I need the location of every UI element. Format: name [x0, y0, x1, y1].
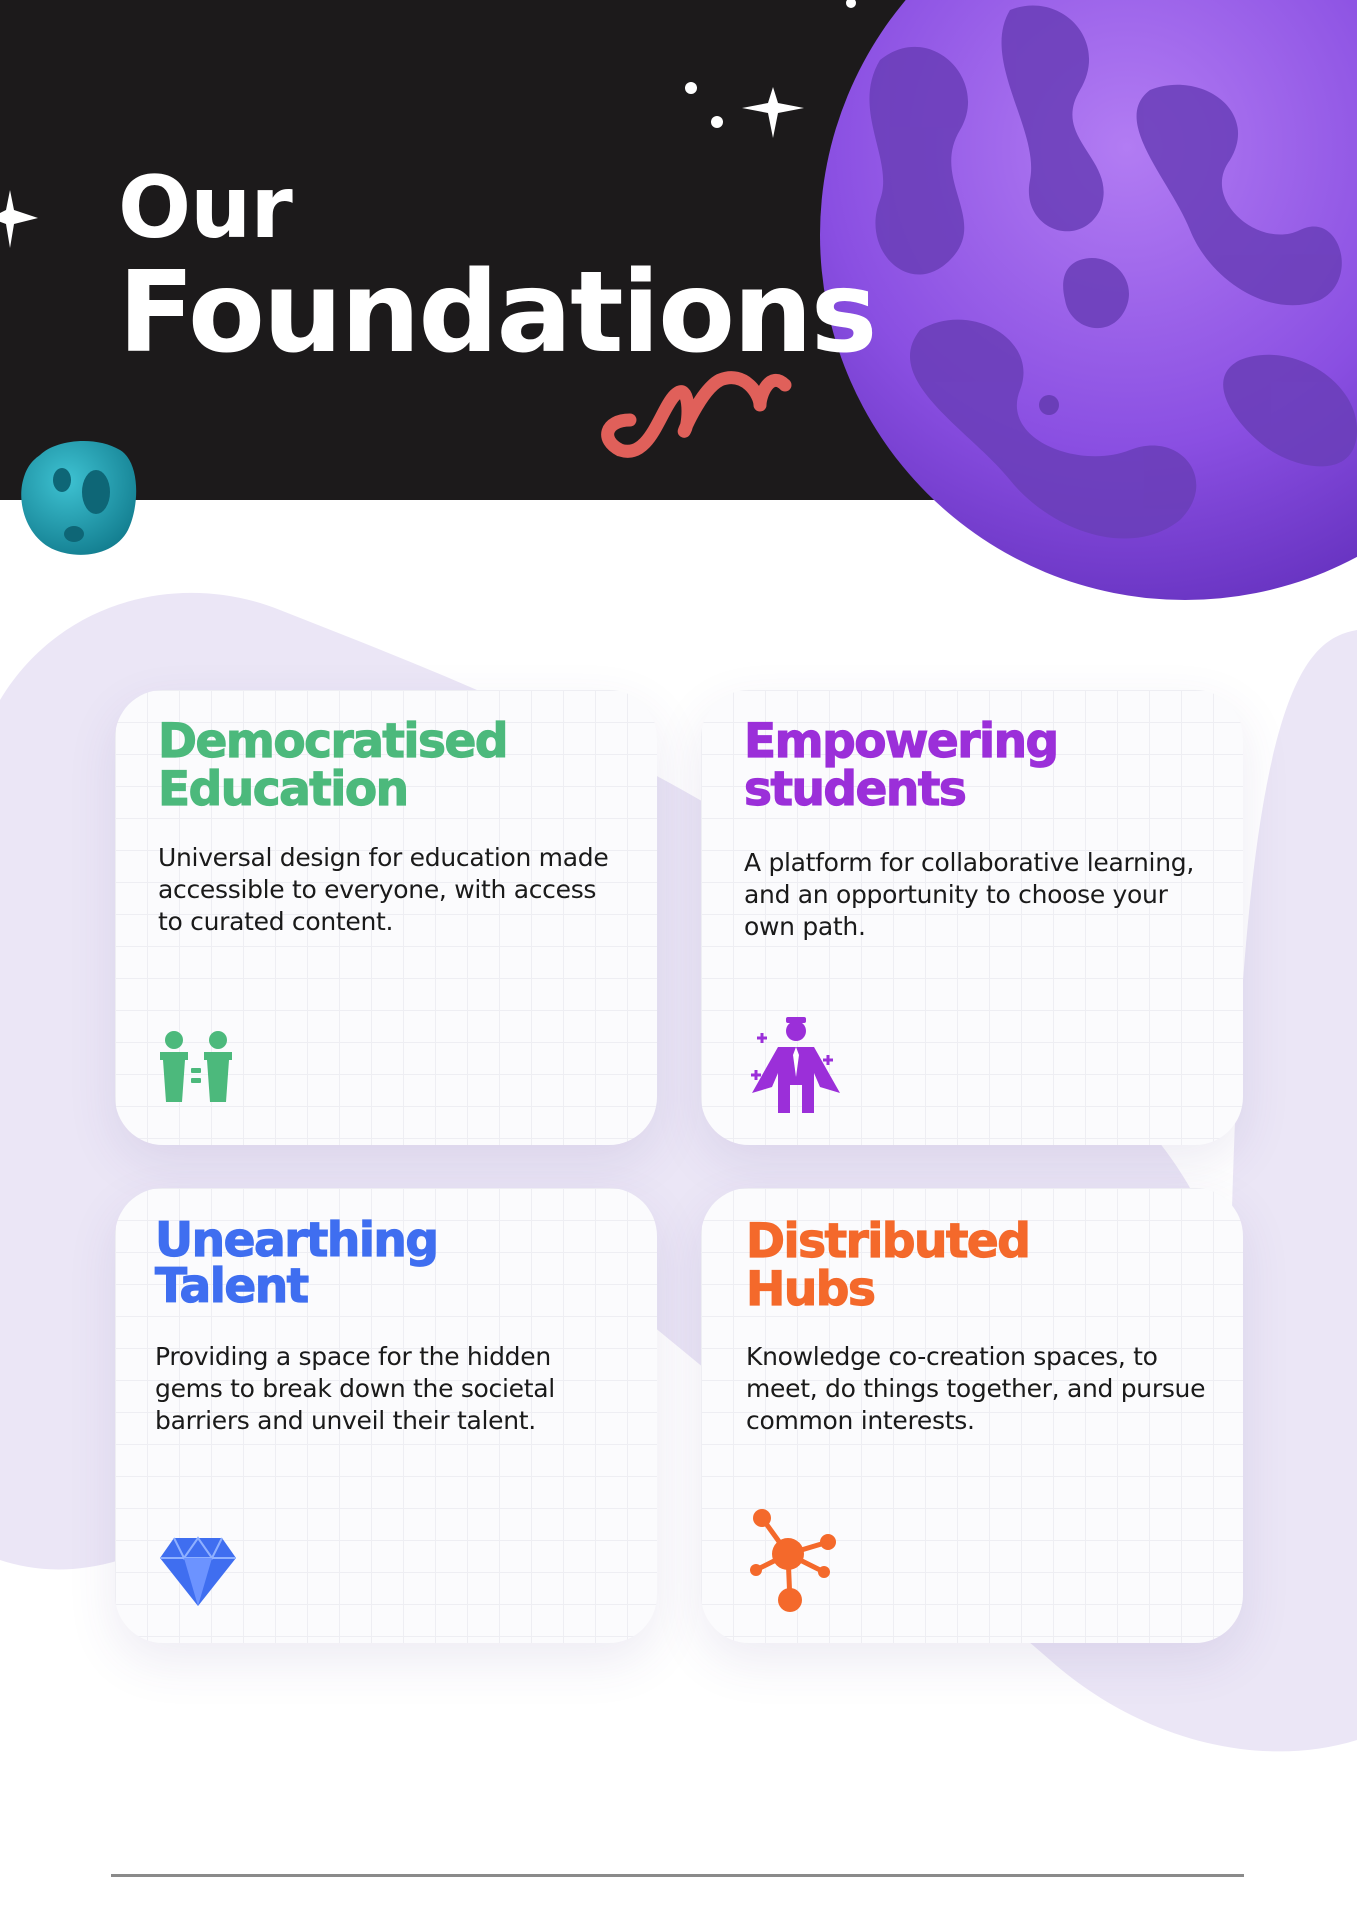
page-title-line2: Foundations: [118, 248, 877, 378]
page-title-line1: Our: [118, 158, 293, 258]
footer-divider: [111, 1874, 1244, 1877]
card-title: Democratised Education: [157, 714, 509, 817]
header-decor: [0, 0, 1357, 600]
hero-person-icon: [751, 1017, 840, 1113]
card-unearthing-talent: Unearthing Talent Providing a space for …: [115, 1188, 657, 1643]
equality-people-icon: [160, 1031, 232, 1102]
card-empowering-students: Empowering students A platform for colla…: [701, 690, 1243, 1145]
card-description: A platform for collaborative learning, a…: [744, 848, 1194, 941]
card-description: Knowledge co-creation spaces, to meet, d…: [746, 1342, 1206, 1435]
diamond-icon: [160, 1536, 236, 1606]
card-distributed-hubs: Distributed Hubs Knowledge co-creation s…: [701, 1188, 1243, 1643]
card-title: Distributed Hubs: [745, 1214, 1031, 1317]
sparkle-icon: [0, 0, 856, 248]
card-democratised-education: Democratised Education Universal design …: [115, 690, 657, 1145]
squiggle-icon: [601, 371, 792, 458]
card-description: Providing a space for the hidden gems to…: [155, 1342, 555, 1435]
header-banner: Our Foundations: [0, 0, 1357, 600]
planet-icon: [820, 0, 1357, 600]
card-description: Universal design for education made acce…: [158, 843, 609, 936]
card-title: Unearthing Talent: [154, 1213, 439, 1314]
card-title: Empowering students: [743, 714, 1059, 817]
network-hub-icon: [750, 1509, 836, 1612]
asteroid-icon: [21, 440, 137, 555]
